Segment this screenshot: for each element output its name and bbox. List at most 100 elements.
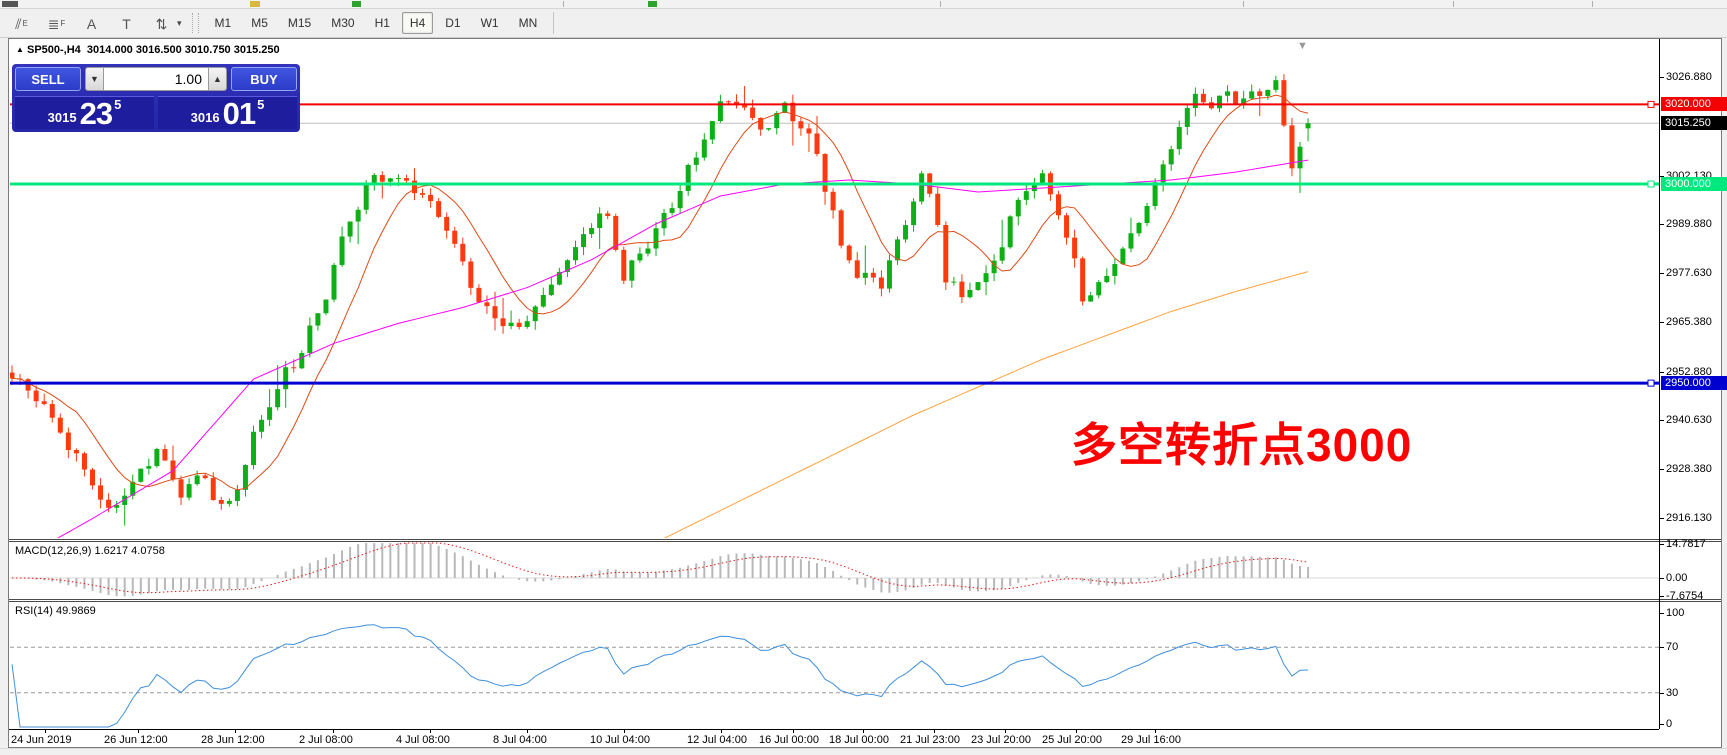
timeframe-button-h4[interactable]: H4 (401, 12, 434, 34)
timeframe-button-m30[interactable]: M30 (331, 16, 355, 30)
fibonacci-grid-icon[interactable]: ≣ F (47, 16, 66, 32)
volume-stepper: ▼ ▲ (85, 67, 227, 91)
buy-price-display[interactable]: 3016 01 5 (158, 96, 297, 129)
macd-indicator-plot[interactable] (10, 542, 1659, 599)
candle-down (460, 243, 466, 262)
chevron-down-icon[interactable]: ▾ (177, 17, 182, 28)
candle-down (1072, 237, 1078, 259)
candle-down (170, 460, 176, 480)
panel-separator[interactable] (9, 601, 1721, 602)
buy-button[interactable]: BUY (231, 67, 297, 91)
candle-down (758, 117, 764, 130)
timeframe-button-m15[interactable]: M15 (287, 16, 312, 30)
timeframe-button-w1[interactable]: W1 (480, 16, 499, 30)
candle-up (637, 253, 643, 261)
volume-increase-button[interactable]: ▲ (208, 67, 227, 91)
candle-up (122, 495, 128, 505)
candle-down (90, 469, 95, 486)
rsi-line (11, 624, 1309, 728)
clipped-icon (250, 1, 260, 7)
candle-up (1015, 199, 1021, 217)
candle-down (218, 499, 224, 504)
x-axis-tick (138, 729, 139, 733)
rsi-axis-tick (1659, 692, 1664, 694)
buy-price-big: 01 (222, 96, 256, 131)
x-axis-date-label: 29 Jul 16:00 (1121, 734, 1181, 746)
panel-separator[interactable] (9, 599, 1721, 600)
candle-up (653, 228, 659, 249)
panel-separator[interactable] (9, 541, 1721, 542)
candle-up (347, 221, 353, 237)
candle-down (1281, 80, 1287, 126)
x-axis-tick (45, 729, 46, 733)
x-axis-date-label: 21 Jul 23:00 (900, 734, 960, 746)
x-axis-date-label: 23 Jul 20:00 (971, 734, 1031, 746)
candle-down (412, 180, 417, 194)
candle-up (1120, 248, 1126, 265)
drawing-tools-group: ⫽ E ≣ F A T ⇅ (4, 11, 179, 35)
timeframe-button-m1[interactable]: M1 (214, 16, 232, 30)
candle-down (106, 499, 112, 508)
volume-decrease-button[interactable]: ▼ (85, 67, 104, 91)
candle-down (428, 194, 434, 202)
x-axis-tick (1155, 729, 1156, 733)
timeframe-button-mn[interactable]: MN (518, 16, 538, 30)
candle-up (532, 306, 538, 322)
candle-up (114, 504, 120, 508)
x-axis-date-label: 16 Jul 00:00 (759, 734, 819, 746)
candle-down (846, 245, 852, 261)
x-axis-tick (430, 729, 431, 733)
y-axis-tick (1659, 77, 1664, 78)
main-toolbar: ⫽ E ≣ F A T ⇅ ▾ M1 M5 M15 M30 H1 H4 D1 W1 MN (0, 9, 1727, 38)
candle-down (621, 249, 627, 281)
clipped-icon (2, 1, 18, 7)
x-axis-date-label: 25 Jul 20:00 (1042, 734, 1102, 746)
candle-down (1200, 93, 1206, 103)
candle-down (1056, 194, 1061, 216)
candle-down (210, 478, 216, 500)
clipped-separator (563, 1, 564, 7)
candle-up (911, 201, 917, 226)
candle-up (1249, 91, 1255, 99)
candle-down (291, 367, 297, 369)
mid-ma-line (57, 159, 1309, 538)
rsi-axis-tick (1659, 613, 1664, 614)
macd-axis-tick (1659, 578, 1664, 579)
cycle-lines-icon[interactable]: ⇅ (155, 16, 168, 32)
y-axis-label: 3026.880 (1666, 71, 1712, 83)
candle-up (597, 213, 603, 229)
x-axis-date-label: 24 Jun 2019 (11, 734, 72, 746)
candle-up (186, 484, 192, 498)
symbol-period-label: SP500-,H4 (26, 44, 81, 56)
sell-price-display[interactable]: 3015 23 5 (15, 96, 154, 129)
candle-up (983, 273, 989, 283)
candle-up (919, 173, 925, 202)
candle-up (339, 236, 345, 265)
text-label-icon[interactable]: A (86, 16, 97, 32)
candle-up (991, 260, 997, 274)
y-axis-label: 2965.380 (1666, 315, 1712, 328)
candle-down (41, 401, 47, 405)
ohlc-values: 3014.000 3016.500 3010.750 3015.250 (86, 44, 280, 56)
candle-up (717, 101, 723, 122)
candle-down (420, 193, 426, 195)
volume-input[interactable] (104, 67, 208, 91)
timeframe-button-d1[interactable]: D1 (445, 16, 461, 30)
price-chart-plot[interactable] (10, 41, 1659, 538)
candle-down (1233, 91, 1239, 105)
end-of-data-marker-icon: ▼ (1297, 40, 1308, 52)
text-box-icon[interactable]: T (122, 16, 131, 32)
rsi-indicator-plot[interactable] (10, 602, 1659, 728)
candle-up (693, 157, 699, 165)
candle-down (468, 261, 474, 288)
candle-down (870, 272, 876, 278)
timeframe-button-h1[interactable]: H1 (374, 16, 390, 30)
candle-up (194, 475, 200, 485)
x-axis-date-label: 2 Jul 08:00 (299, 734, 353, 746)
y-axis-tick (1659, 518, 1664, 519)
clipped-separator (940, 1, 941, 7)
timeframe-button-m5[interactable]: M5 (251, 16, 268, 30)
equidistant-channel-icon[interactable]: ⫽ E (15, 16, 28, 32)
panel-separator[interactable] (9, 539, 1721, 540)
sell-button[interactable]: SELL (15, 67, 81, 91)
